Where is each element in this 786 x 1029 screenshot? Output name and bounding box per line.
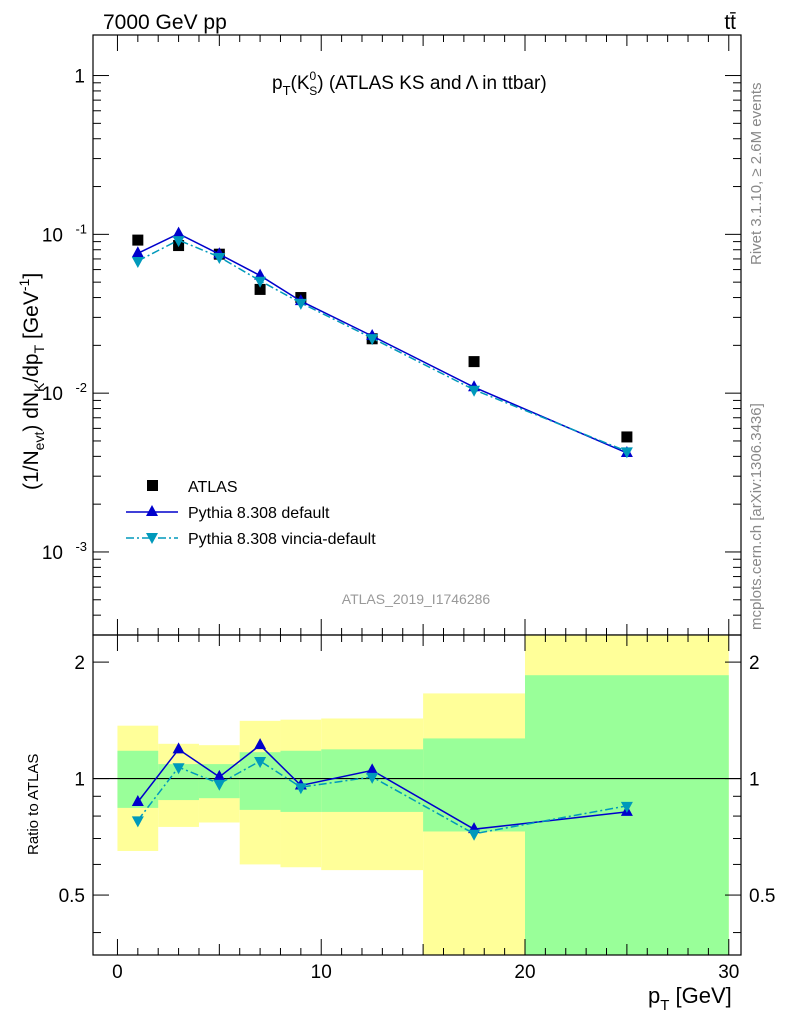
uncertainty-band-inner	[423, 738, 525, 832]
series-marker-2	[620, 447, 633, 459]
ratio-series-marker-1	[366, 772, 379, 784]
main-plot-ticks: 1 10 -1 10 -2 10 -3	[42, 35, 741, 636]
mcplots-label: mcplots.cern.ch [arXiv:1306.3436]	[748, 403, 765, 630]
y-tick-label: 10	[42, 384, 63, 405]
legend-default-label: Pythia 8.308 default	[188, 505, 330, 522]
legend: ATLAS Pythia 8.308 default Pythia 8.308 …	[126, 479, 376, 548]
ratio-series-marker-1	[468, 829, 481, 841]
series-marker-2	[468, 385, 481, 397]
ratio-series-marker-1	[254, 757, 267, 769]
ratio-plot-ticks: 0.5 0.51 12 20 10 20 30	[59, 635, 775, 983]
ratio-y-tick-label-right: 0.5	[749, 886, 775, 907]
ratio-plot-series	[93, 738, 741, 841]
x-tick-label: 10	[311, 962, 332, 983]
energy-label: 7000 GeV pp	[103, 11, 227, 34]
ratio-series-line-0	[137, 744, 627, 830]
ratio-series-marker-1	[213, 779, 226, 791]
y-tick-exponent: -3	[75, 539, 87, 554]
ratio-ylabel: Ratio to ATLAS	[25, 754, 42, 855]
ratio-y-tick-label: 2	[74, 653, 85, 674]
legend-item-pythia-default: Pythia 8.308 default	[126, 505, 330, 522]
series-marker-2	[254, 276, 267, 288]
y-tick-exponent: -1	[75, 221, 87, 236]
series-marker-1	[131, 246, 144, 258]
series-marker-2	[213, 253, 226, 265]
ratio-series-marker-1	[172, 763, 185, 775]
ratio-series-marker-0	[172, 742, 185, 754]
y-tick-label: 10	[42, 543, 63, 564]
ratio-series-line-1	[137, 760, 628, 835]
ratio-y-tick-label-right: 2	[749, 653, 760, 674]
legend-item-pythia-vincia: Pythia 8.308 vincia-default	[126, 531, 376, 548]
main-ylabel: (1/Nevt) dNK/dpT [GeV-1]	[16, 273, 47, 490]
ratio-series-marker-0	[254, 738, 267, 750]
x-tick-label: 20	[514, 962, 535, 983]
ratio-series-marker-1	[131, 816, 144, 828]
atlas-data-point	[254, 283, 266, 295]
ratio-series-marker-0	[131, 794, 144, 806]
series-marker-2	[366, 334, 379, 346]
ratio-series-marker-1	[294, 783, 307, 795]
atlas-data-point	[132, 234, 144, 246]
y-tick-label: 10	[42, 225, 63, 246]
legend-vincia-label: Pythia 8.308 vincia-default	[188, 531, 376, 548]
main-plot-panel: 1 10 -1 10 -2 10 -3	[42, 34, 742, 636]
series-line-1	[137, 232, 628, 454]
x-tick-label: 30	[718, 962, 739, 983]
series-marker-2	[131, 256, 144, 268]
series-marker-1	[172, 226, 185, 238]
atlas-data-point	[621, 431, 633, 443]
analysis-label: ATLAS_2019_I1746286	[342, 591, 491, 607]
process-label: tt̄	[724, 11, 736, 34]
series-marker-2	[172, 236, 185, 248]
series-line-2	[137, 239, 628, 453]
legend-default-marker	[146, 505, 158, 516]
ratio-y-tick-label: 0.5	[59, 886, 85, 907]
rivet-version-label: Rivet 3.1.10, ≥ 2.6M events	[748, 83, 765, 266]
legend-atlas-label: ATLAS	[188, 479, 238, 496]
svg-text:pT [GeV]: pT [GeV]	[648, 983, 732, 1014]
ratio-series-marker-0	[366, 763, 379, 775]
atlas-data-point	[468, 356, 480, 368]
ratio-series-marker-0	[213, 769, 226, 781]
legend-atlas-marker	[147, 480, 158, 491]
ratio-plot-frame	[92, 634, 742, 956]
ratio-plot-panel: 0.5 0.51 12 20 10 20 30	[59, 634, 775, 983]
x-tick-label: 0	[112, 962, 123, 983]
legend-vincia-marker	[146, 533, 158, 544]
y-tick-exponent: -2	[75, 380, 87, 395]
legend-item-atlas: ATLAS	[147, 479, 238, 496]
ratio-y-tick-label: 1	[74, 770, 85, 791]
x-axis-label: pT [GeV]	[648, 983, 732, 1014]
svg-text:(1/Nevt) dNK/dpT [GeV-1]: (1/Nevt) dNK/dpT [GeV-1]	[16, 273, 47, 490]
ratio-y-tick-label-right: 1	[749, 770, 760, 791]
main-plot-series	[131, 226, 633, 459]
ratio-uncertainty-bands	[117, 635, 729, 955]
series-marker-2	[294, 298, 307, 310]
y-tick-label: 1	[74, 67, 85, 88]
ratio-series-marker-1	[620, 801, 633, 813]
